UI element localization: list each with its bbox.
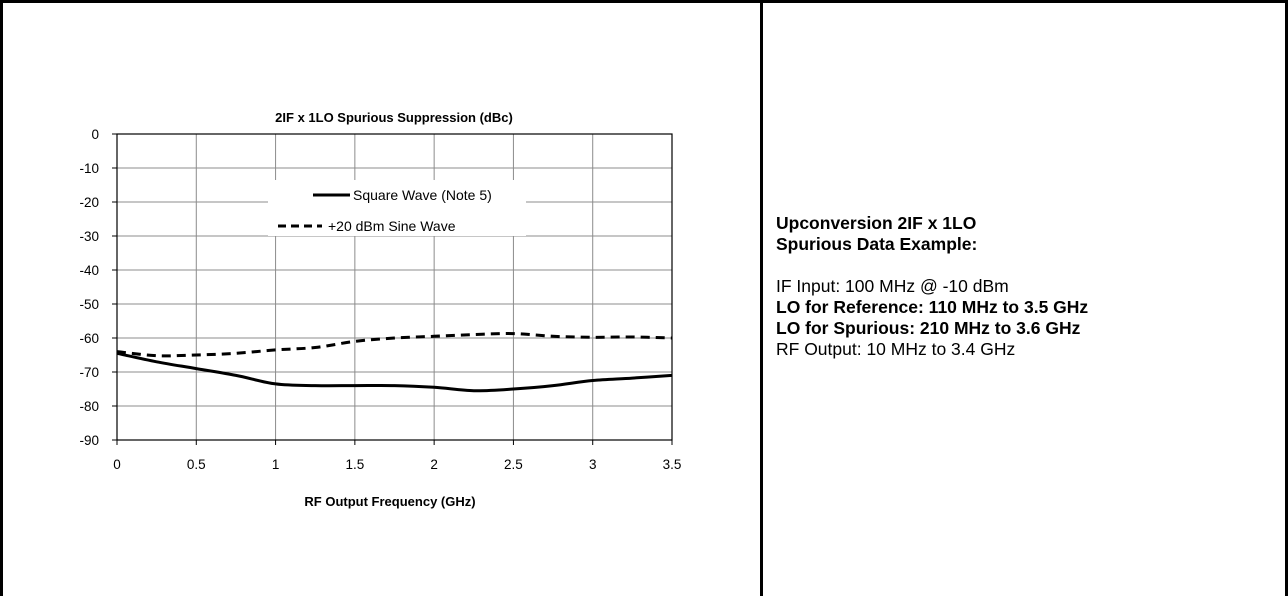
x-axis-ticks: 0 0.5 1 1.5 2 2.5 3 3.5 <box>113 440 681 472</box>
notes-heading-line2: Spurious Data Example: <box>776 234 978 254</box>
series-line-sine-wave <box>116 332 673 358</box>
chart-series <box>116 332 673 393</box>
chart-title: 2IF x 1LO Spurious Suppression (dBc) <box>275 110 513 125</box>
notes-spacer <box>776 255 1276 276</box>
spurious-chart: 0 -10 -20 -30 -40 -50 -60 -70 -80 -90 0 0.5 1 1.5 2 2.… <box>79 110 681 509</box>
x-tick-label: 3.5 <box>663 457 682 472</box>
y-tick-label: -10 <box>79 161 99 176</box>
x-axis-label: RF Output Frequency (GHz) <box>304 494 475 509</box>
chart-grid <box>116 133 673 441</box>
x-tick-label: 1 <box>272 457 280 472</box>
y-tick-label: -60 <box>79 331 99 346</box>
y-tick-label: -90 <box>79 433 99 448</box>
x-tick-label: 0.5 <box>187 457 206 472</box>
y-tick-label: -30 <box>79 229 99 244</box>
y-axis-ticks: 0 -10 -20 -30 -40 -50 -60 -70 -80 -90 <box>79 127 117 448</box>
if-input-line: IF Input: 100 MHz @ -10 dBm <box>776 276 1009 296</box>
y-tick-label: -20 <box>79 195 99 210</box>
chart-legend: Square Wave (Note 5) +20 dBm Sine Wave <box>268 180 526 236</box>
legend-label-sine-wave: +20 dBm Sine Wave <box>328 218 456 234</box>
series-line-square-wave <box>116 351 673 393</box>
x-tick-label: 0 <box>113 457 121 472</box>
rf-output-line: RF Output: 10 MHz to 3.4 GHz <box>776 339 1016 359</box>
spurious-notes: Upconversion 2IF x 1LO Spurious Data Exa… <box>776 213 1276 360</box>
lo-reference-line: LO for Reference: 110 MHz to 3.5 GHz <box>776 297 1089 317</box>
legend-label-square-wave: Square Wave (Note 5) <box>353 187 492 203</box>
x-tick-label: 1.5 <box>345 457 364 472</box>
plot-area <box>116 133 673 441</box>
x-tick-label: 2 <box>430 457 438 472</box>
column-divider <box>760 0 763 596</box>
x-tick-label: 2.5 <box>504 457 523 472</box>
y-tick-label: 0 <box>91 127 99 142</box>
x-tick-label: 3 <box>589 457 597 472</box>
notes-heading-line1: Upconversion 2IF x 1LO <box>776 213 977 233</box>
y-tick-label: -70 <box>79 365 99 380</box>
y-tick-label: -40 <box>79 263 99 278</box>
lo-spurious-line: LO for Spurious: 210 MHz to 3.6 GHz <box>776 318 1081 338</box>
y-tick-label: -80 <box>79 399 99 414</box>
y-tick-label: -50 <box>79 297 99 312</box>
